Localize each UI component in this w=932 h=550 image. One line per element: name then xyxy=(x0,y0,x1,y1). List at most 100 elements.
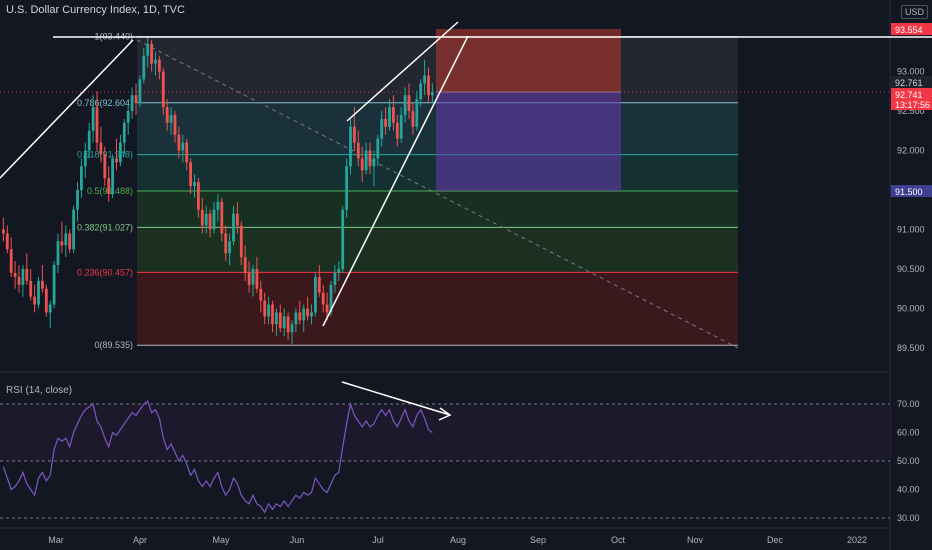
candle-body xyxy=(161,71,165,108)
rsi-tick: 50.00 xyxy=(897,456,920,466)
candle-body xyxy=(220,201,224,234)
candle-body xyxy=(364,150,368,171)
rsi-tick: 60.00 xyxy=(897,428,920,438)
candle-body xyxy=(111,158,114,194)
candle-body xyxy=(9,249,13,273)
fib-level-label: 0.236(90.457) xyxy=(77,267,133,277)
candle-body xyxy=(392,107,395,123)
candle-body xyxy=(368,150,372,167)
candle-body xyxy=(181,142,185,151)
time-tick: Jul xyxy=(372,535,384,545)
candle-body xyxy=(68,233,72,250)
candle-body xyxy=(325,304,329,313)
channel-upper-line xyxy=(346,21,459,122)
candle-body xyxy=(41,280,44,289)
candle-body xyxy=(169,114,173,123)
candle-body xyxy=(282,316,286,329)
channel-lower-line xyxy=(322,35,469,327)
candle-body xyxy=(243,257,247,273)
candle-body xyxy=(83,150,87,167)
candle-body xyxy=(64,233,68,246)
candle-body xyxy=(204,213,208,226)
rsi-tick: 30.00 xyxy=(897,513,920,523)
candle-body xyxy=(208,213,212,230)
candle-body xyxy=(87,130,91,151)
candle-body xyxy=(25,269,29,281)
candle-body xyxy=(411,111,415,127)
candle-body xyxy=(302,308,306,321)
candle-body xyxy=(95,107,99,143)
candle-body xyxy=(310,312,313,317)
candle-body xyxy=(232,213,235,242)
price-label-last-bg xyxy=(891,88,932,110)
price-label-last: 92.741 xyxy=(895,90,923,100)
candle-body xyxy=(13,272,17,277)
candle-body xyxy=(99,142,103,155)
currency-button[interactable]: USD xyxy=(901,5,929,19)
candle-body xyxy=(407,95,411,111)
fib-level-label: 0.786(92.604) xyxy=(77,98,133,108)
candle-body xyxy=(177,134,181,151)
candle-body xyxy=(314,276,317,313)
candle-body xyxy=(247,272,251,285)
candle-body xyxy=(263,300,267,317)
candle-body xyxy=(150,43,153,64)
rsi-tick: 40.00 xyxy=(897,485,920,495)
candle-body xyxy=(298,312,302,321)
fib-zone xyxy=(137,227,738,273)
candle-body xyxy=(228,241,231,254)
candle-body xyxy=(91,107,95,131)
candle-body xyxy=(356,142,360,159)
price-tick: 90.000 xyxy=(897,304,925,314)
candle-body xyxy=(185,142,189,163)
rsi-line xyxy=(2,400,433,514)
price-label-last: 13:17:56 xyxy=(895,100,930,110)
time-tick: 2022 xyxy=(847,535,867,545)
candle-body xyxy=(271,304,274,325)
candle-body xyxy=(255,269,259,289)
candle-body xyxy=(341,209,345,269)
candle-body xyxy=(2,229,5,234)
price-tick: 89.500 xyxy=(897,343,925,353)
candle-body xyxy=(173,114,177,135)
candle-body xyxy=(142,55,146,80)
candle-body xyxy=(427,75,430,96)
time-tick: Sep xyxy=(530,535,546,545)
candle-body xyxy=(146,43,150,56)
candle-body xyxy=(415,99,419,127)
candle-body xyxy=(321,292,325,305)
fib-level-label: 0.382(91.027) xyxy=(77,222,133,232)
candle-body xyxy=(48,304,52,313)
price-tick: 93.000 xyxy=(897,67,925,77)
candle-body xyxy=(239,225,243,258)
candle-body xyxy=(376,138,380,159)
candle-body xyxy=(388,107,391,127)
candle-body xyxy=(154,59,157,64)
fib-zone xyxy=(137,190,738,228)
time-tick: Apr xyxy=(133,535,147,545)
trend-line xyxy=(0,39,134,179)
rsi-band xyxy=(0,404,890,461)
candle-body xyxy=(333,272,337,285)
candle-body xyxy=(224,233,228,254)
candle-body xyxy=(395,122,399,139)
candle-body xyxy=(306,308,309,317)
candle-body xyxy=(431,92,434,96)
price-label-upper: 92.761 xyxy=(895,78,923,88)
candle-body xyxy=(419,83,423,100)
candle-body xyxy=(103,154,107,179)
candle-body xyxy=(158,59,161,72)
candle-body xyxy=(349,126,352,167)
candle-body xyxy=(329,284,333,313)
candle-body xyxy=(212,209,216,230)
price-label-upper-bg xyxy=(891,76,932,88)
candle-body xyxy=(236,213,239,226)
candle-body xyxy=(294,312,298,325)
candle-body xyxy=(193,182,196,187)
candle-body xyxy=(56,241,60,266)
candle-body xyxy=(380,118,384,139)
time-tick: Nov xyxy=(687,535,704,545)
time-tick: May xyxy=(212,535,230,545)
candle-body xyxy=(403,95,407,115)
